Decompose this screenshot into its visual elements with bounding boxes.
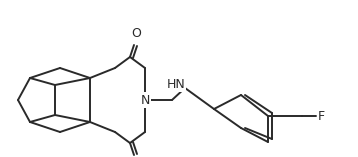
Text: HN: HN <box>166 78 185 91</box>
Text: N: N <box>140 94 150 106</box>
Text: O: O <box>131 27 141 40</box>
Text: F: F <box>318 109 325 122</box>
